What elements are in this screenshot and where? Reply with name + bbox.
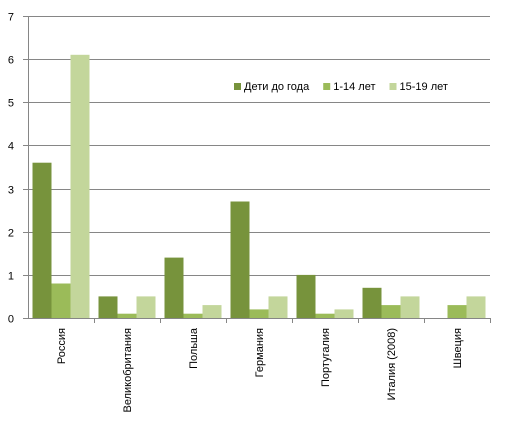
bar-5-0 <box>362 287 382 318</box>
x-category-label-6: Швеция <box>452 328 464 368</box>
axes <box>23 16 491 323</box>
bar-1-1 <box>117 313 137 318</box>
bar-1-2 <box>136 296 156 318</box>
bar-3-1 <box>249 309 269 318</box>
y-tick-label-0: 0 <box>8 314 14 326</box>
x-category-label-3: Германия <box>254 328 266 377</box>
x-category-label-2: Польша <box>188 327 200 369</box>
bar-6-2 <box>466 296 486 318</box>
bar-2-1 <box>183 313 203 318</box>
y-tick-label-3: 3 <box>8 185 14 197</box>
bar-3-2 <box>268 296 288 318</box>
y-tick-label-1: 1 <box>8 271 14 283</box>
x-category-label-5: Италия (2008) <box>386 328 398 400</box>
y-tick-label-4: 4 <box>8 141 14 153</box>
y-tick-label-6: 6 <box>8 55 14 67</box>
bar-0-0 <box>32 162 52 318</box>
y-tick-label-2: 2 <box>8 228 14 240</box>
legend-swatch-0 <box>234 83 241 90</box>
legend-swatch-1 <box>323 83 331 90</box>
bar-6-1 <box>447 305 467 318</box>
bars <box>32 54 486 319</box>
x-category-label-4: Португалия <box>320 328 332 387</box>
bar-4-1 <box>315 313 335 318</box>
bar-2-0 <box>164 257 184 318</box>
legend-label-1: 1-14 лет <box>333 81 375 93</box>
x-category-label-0: Россия <box>56 328 68 364</box>
bar-5-1 <box>381 305 401 318</box>
bar-1-0 <box>98 296 118 318</box>
legend-swatch-2 <box>389 83 397 90</box>
legend-label-0: Дети до года <box>244 81 310 93</box>
x-category-label-1: Великобритания <box>122 328 134 413</box>
labels: 0 1 2 3 4 5 6 7 Россия Великобритания Польша Герман… <box>8 12 464 413</box>
legend: Дети до года 1-14 лет 15-19 лет <box>234 81 448 93</box>
bar-3-0 <box>230 201 250 318</box>
bar-0-2 <box>70 54 90 319</box>
bar-4-0 <box>296 274 316 318</box>
y-tick-label-5: 5 <box>8 98 14 110</box>
y-tick-label-7: 7 <box>8 12 14 24</box>
bar-0-1 <box>51 283 71 318</box>
bar-4-2 <box>334 309 354 318</box>
legend-label-2: 15-19 лет <box>400 81 448 93</box>
bar-5-2 <box>400 296 420 318</box>
bar-2-2 <box>202 305 222 318</box>
gridlines <box>28 16 490 276</box>
